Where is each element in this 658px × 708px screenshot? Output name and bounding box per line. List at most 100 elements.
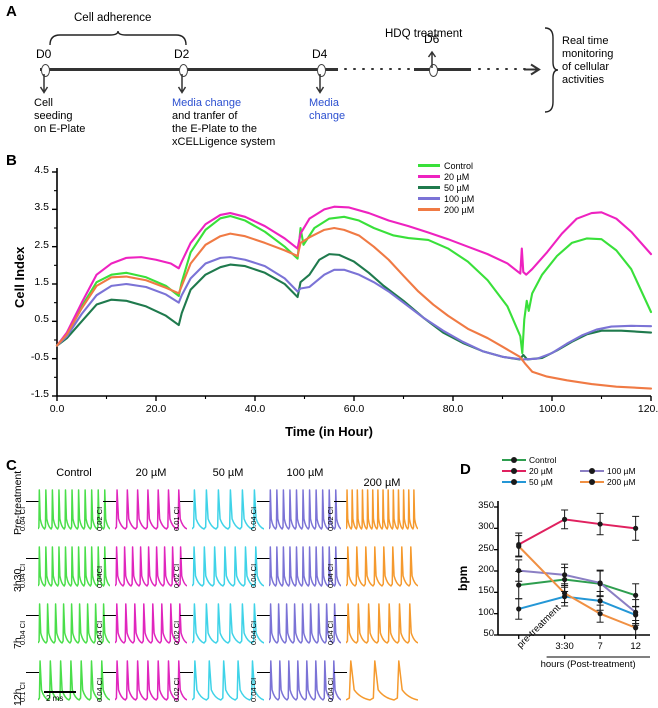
timeline-dot (514, 67, 517, 71)
panel-d-legend-row: Control (502, 455, 658, 466)
panel-d-point (516, 543, 522, 549)
panel-d-series-2 (518, 595, 637, 616)
panel-d-legend-item: 50 µM (502, 477, 580, 487)
panel-c-time-scalebar (44, 691, 76, 693)
panel-c-scale-bar (26, 558, 39, 560)
panel-d-legend-marker (589, 468, 595, 474)
panel-c-scale-bar (26, 501, 39, 503)
panel-c-letter: C (6, 457, 17, 474)
panel-b-legend: Control 20 µM 50 µM 100 µM 200 µM (418, 160, 474, 215)
panel-d-xlabel: hours (Post-treatment) (540, 659, 636, 670)
panel-c-scale-bar (103, 672, 116, 674)
panel-c-scale-label: 0.04 CI (249, 677, 258, 702)
panel-b-xlabel: Time (in Hour) (285, 424, 373, 439)
panel-b-series-2 (55, 253, 653, 361)
panel-c-scale-bar (334, 501, 347, 503)
panel-d-point (597, 580, 603, 586)
panel-c-scale-label: 0.04 CI (95, 620, 104, 645)
panel-c-scale-label: 0.02 CI (326, 506, 335, 531)
panel-c-scale-label: 0.04CI (95, 565, 104, 588)
endpoint-line: Real time (562, 35, 609, 47)
panel-c-scale-bar (180, 672, 193, 674)
panel-b-ylabel: Cell Index (12, 246, 27, 308)
panel-b-legend-swatch (418, 164, 440, 167)
d2-caption-line: the E-Plate to the (172, 123, 257, 135)
panel-c-trace (38, 603, 110, 644)
panel-a: A D0 D2 D4 D6 Cell adherence HDQ treatment Cell… (0, 0, 658, 150)
d0-caption-line: on E-Plate (34, 123, 86, 135)
panel-c-trace (192, 603, 264, 644)
panel-c-trace (192, 660, 264, 701)
panel-d-legend-marker (511, 468, 517, 474)
panel-d-legend-marker (589, 479, 595, 485)
d0-caption-line: seeding (34, 110, 73, 122)
panel-d: D Control 20 µM 100 µM 50 µM 200 µM 350 300 250 2… (450, 455, 658, 708)
panel-b-ytick: -0.5 (30, 350, 49, 363)
timepoint-label-d2: D2 (174, 47, 190, 61)
panel-d-legend-item: 200 µM (580, 477, 658, 487)
d4-caption-line: Media (309, 97, 339, 109)
panel-c-trace (269, 489, 341, 530)
panel-b-xtick: 120.0 (637, 403, 658, 415)
hdq-up-arrow (427, 50, 437, 68)
panel-b-legend-item: 100 µM (418, 193, 474, 204)
panel-c-trace (269, 660, 341, 701)
panel-c-scale-bar (334, 615, 347, 617)
panel-c-column-header: 200 µM (363, 477, 401, 489)
panel-b-legend-item: Control (418, 160, 474, 171)
panel-d-point (633, 609, 639, 615)
panel-d-point (633, 625, 639, 631)
panel-d-legend-marker (511, 457, 517, 463)
panel-c-column-header: 20 µM (135, 467, 167, 479)
d0-caption-line: Cell (34, 97, 53, 109)
panel-d-ytick: 50 (483, 628, 494, 639)
panel-d-legend-label: 20 µM (529, 466, 553, 476)
panel-d-xtick: 3:30 (555, 641, 574, 652)
panel-c-scale-label: 0.02 CI (172, 563, 181, 588)
panel-d-point (516, 567, 522, 574)
timepoint-node-d0 (40, 64, 50, 77)
panel-d-ytick: 150 (478, 585, 494, 597)
panel-c-scale-bar (257, 672, 270, 674)
panel-b-legend-item: 200 µM (418, 204, 474, 215)
d2-caption-line: and tranfer of (172, 110, 238, 122)
panel-c-scale-label: 0.01 CI (172, 506, 181, 531)
panel-c-scale-label: 0.04 CI (18, 563, 27, 588)
down-arrow-d2 (177, 74, 187, 94)
panel-d-plot (494, 501, 650, 658)
panel-b-legend-swatch (418, 175, 440, 178)
panel-d-legend-symbol (502, 456, 526, 465)
panel-d-legend-label: Control (529, 455, 557, 465)
timeline-dot (353, 67, 356, 71)
timeline-dot (371, 67, 374, 71)
panel-c: C Control 20 µM 50 µM 100 µM 200 µM Pre-treatm… (0, 455, 460, 708)
d2-caption-blue: Media change (172, 97, 242, 109)
panel-c-trace (346, 489, 418, 530)
panel-d-legend-item: 20 µM (502, 466, 580, 476)
timeline-dot (505, 67, 508, 71)
panel-c-scale-bar (180, 501, 193, 503)
panel-d-xtick: 12 (630, 641, 641, 652)
panel-c-column-header: 100 µM (286, 467, 324, 479)
panel-c-time-scale-label: 2 ms (46, 694, 64, 703)
panel-b-xtick: 0.0 (49, 403, 65, 415)
timeline-dot (380, 67, 383, 71)
down-arrow-d0 (39, 74, 49, 94)
panel-c-column-header: 50 µM (212, 467, 244, 479)
panel-d-legend-symbol (502, 467, 526, 476)
panel-d-series-0 (518, 578, 636, 597)
panel-d-point (597, 611, 603, 617)
hdq-treatment-label: HDQ treatment (385, 28, 463, 40)
panel-b-legend-item: 50 µM (418, 182, 474, 193)
panel-d-legend-marker (511, 479, 517, 485)
panel-c-scale-bar (334, 558, 347, 560)
panel-c-trace (346, 603, 418, 644)
panel-b-legend-item: 20 µM (418, 171, 474, 182)
panel-b: B 4.5 3.5 2.5 1.5 0.5 -0.5 -1.5 0.0 20.0 40.0 60.0 8… (0, 148, 658, 448)
timeline-dot (389, 67, 392, 71)
panel-d-legend-item: 100 µM (580, 466, 658, 476)
panel-c-scale-bar (103, 501, 116, 503)
panel-d-legend-row: 50 µM 200 µM (502, 477, 658, 488)
panel-c-trace (192, 546, 264, 587)
panel-d-point (516, 582, 522, 588)
